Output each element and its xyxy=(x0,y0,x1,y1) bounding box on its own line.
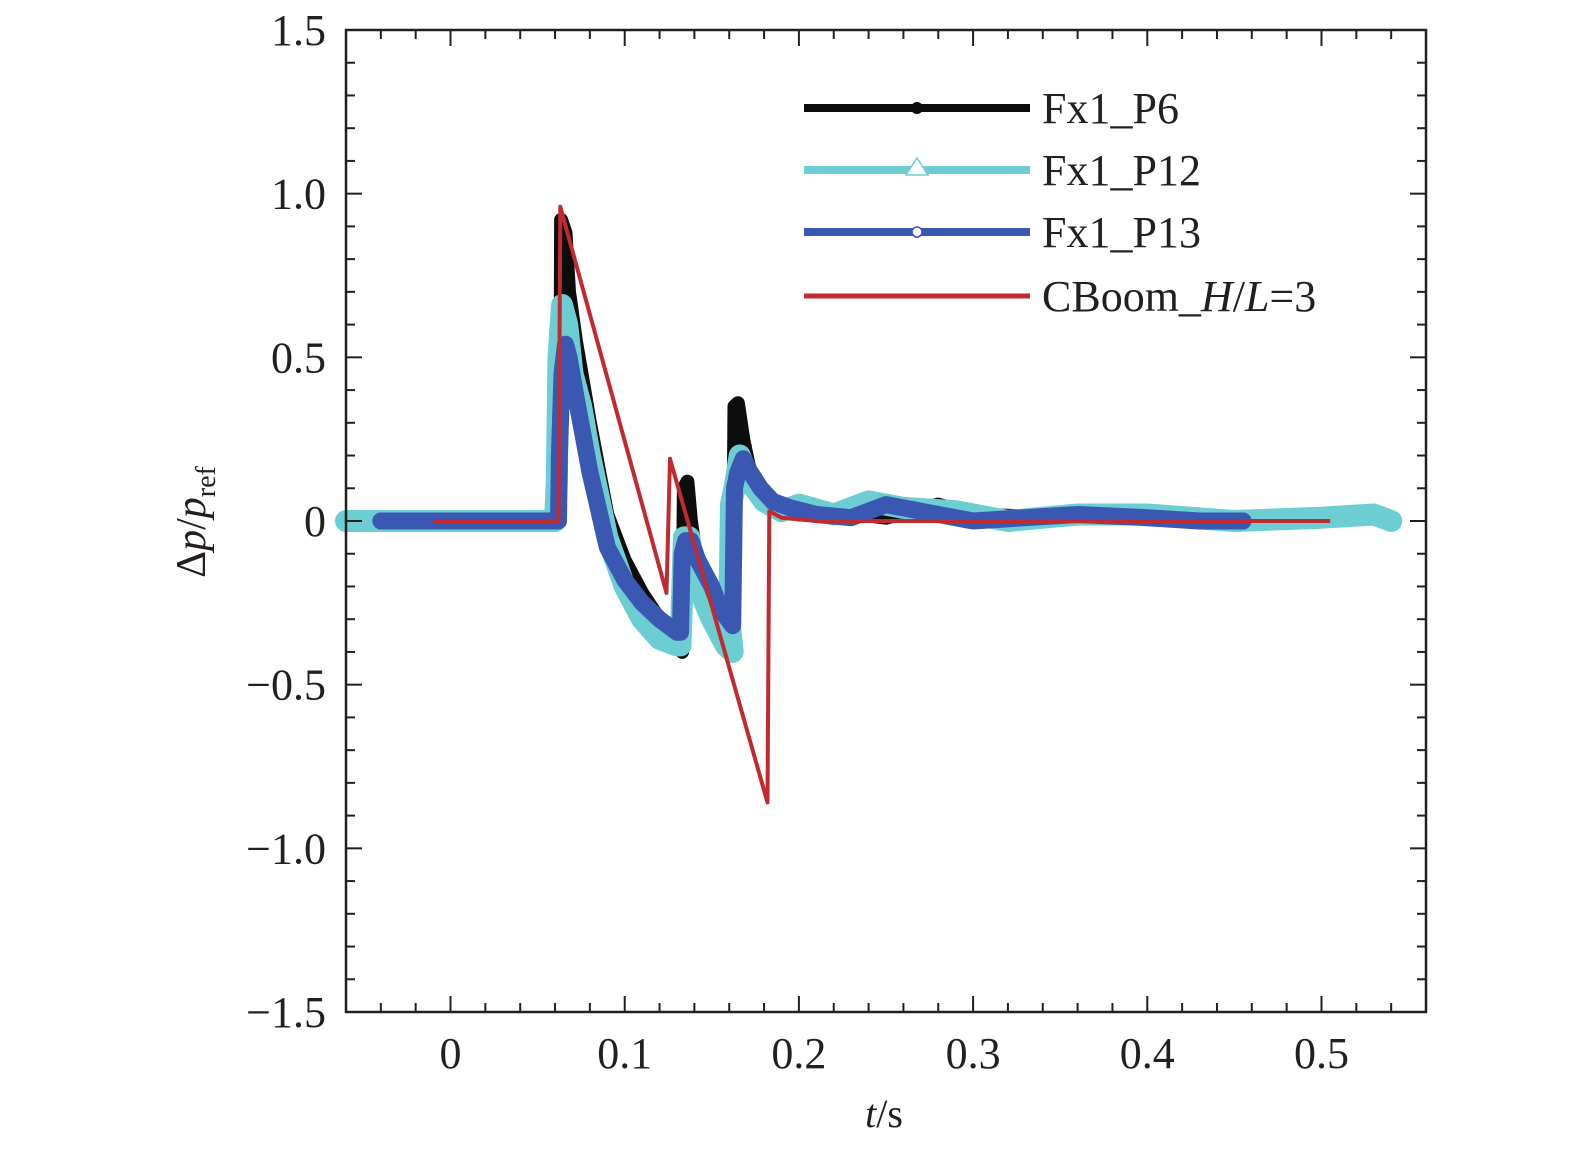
y-tick-label: −1.5 xyxy=(246,988,326,1037)
series-layer xyxy=(335,204,1403,805)
legend: Fx1_P6 Fx1_P12 Fx1_P13 CBoom_H/L=3 xyxy=(804,84,1316,321)
x-tick-label: 0 xyxy=(440,1029,462,1078)
x-tick-label: 0.3 xyxy=(946,1029,1001,1078)
y-axis-label: Δp/pref xyxy=(169,465,222,577)
tick-labels-layer: 0 0.1 0.2 0.3 0.4 0.5 1.5 1.0 0.5 0 −0.5 −1.0 −1.5 xyxy=(246,6,1349,1078)
legend-item-cboom-h-l-3: CBoom_H/L=3 xyxy=(804,272,1316,321)
legend-marker-open-circle xyxy=(911,226,923,238)
legend-marker-filled-circle xyxy=(911,102,923,114)
legend-item-fx1-p12: Fx1_P12 xyxy=(804,146,1201,195)
series-line-fx1-p12 xyxy=(335,294,1403,663)
svg-text:Δp/pref: Δp/pref xyxy=(169,465,222,577)
y-tick-label: −1.0 xyxy=(246,824,326,873)
x-tick-label: 0.4 xyxy=(1120,1029,1175,1078)
legend-marker-open-triangle xyxy=(904,156,930,176)
y-tick-label: 0.5 xyxy=(271,333,326,382)
legend-item-fx1-p13: Fx1_P13 xyxy=(804,208,1201,257)
series-line-fx1-p13 xyxy=(372,335,1252,641)
y-tick-label: 1.5 xyxy=(271,6,326,55)
legend-label: CBoom_H/L=3 xyxy=(1042,272,1316,321)
series-line-cboom-h-l-3 xyxy=(433,204,1331,805)
legend-label: Fx1_P13 xyxy=(1042,208,1201,257)
x-tick-label: 0.2 xyxy=(771,1029,826,1078)
ticks-layer xyxy=(345,29,1427,1013)
x-tick-label: 0.1 xyxy=(597,1029,652,1078)
x-tick-label: 0.5 xyxy=(1294,1029,1349,1078)
y-tick-label: 0 xyxy=(304,497,326,546)
legend-item-fx1-p6: Fx1_P6 xyxy=(804,84,1179,133)
y-tick-label: 1.0 xyxy=(271,170,326,219)
x-axis-label: t/s xyxy=(865,1091,903,1136)
y-tick-label: −0.5 xyxy=(246,661,326,710)
legend-label: Fx1_P12 xyxy=(1042,146,1201,195)
legend-label: Fx1_P6 xyxy=(1042,84,1179,133)
